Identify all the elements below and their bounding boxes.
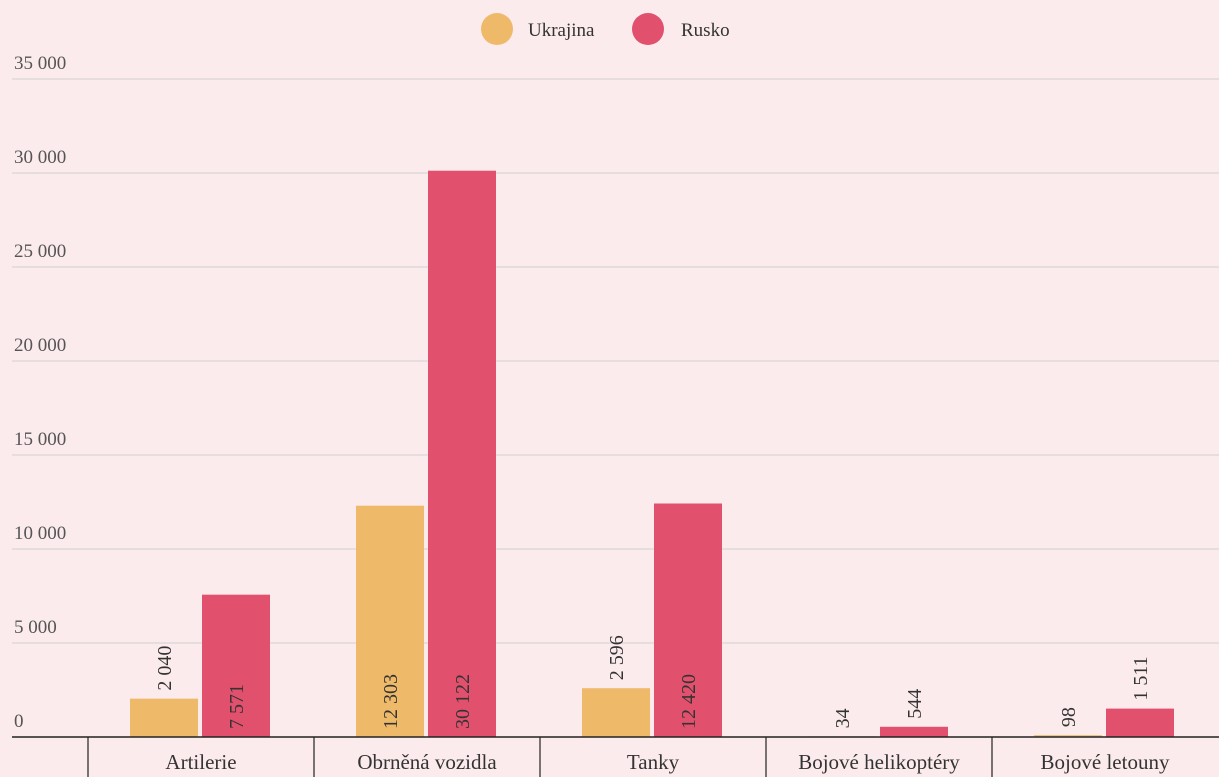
data-label: 544 bbox=[904, 689, 926, 719]
category-label: Obrněná vozidla bbox=[357, 750, 497, 774]
data-label: 98 bbox=[1058, 707, 1080, 727]
data-label: 12 420 bbox=[678, 674, 700, 729]
y-tick-label: 5 000 bbox=[14, 617, 57, 638]
bar-ukrajina-2 bbox=[582, 688, 650, 737]
y-tick-label: 15 000 bbox=[14, 429, 66, 450]
bar-rusko-4 bbox=[1106, 708, 1174, 737]
y-axis-tick-labels: 0 5 000 10 000 15 000 20 000 25 000 30 000 35 0… bbox=[14, 53, 66, 732]
data-label: 2 040 bbox=[154, 646, 176, 691]
legend-label-ukrajina: Ukrajina bbox=[528, 20, 595, 41]
bar-ukrajina-0 bbox=[130, 698, 198, 737]
category-labels: Artilerie Obrněná vozidla Tanky Bojové heli… bbox=[165, 750, 1170, 774]
y-tick-label: 30 000 bbox=[14, 147, 66, 168]
bar-ukrajina-1 bbox=[356, 505, 424, 737]
y-tick-label: 20 000 bbox=[14, 335, 66, 356]
category-label: Tanky bbox=[627, 750, 680, 774]
y-tick-label: 10 000 bbox=[14, 523, 66, 544]
x-axis bbox=[12, 736, 1219, 777]
data-label: 30 122 bbox=[452, 674, 474, 729]
data-label: 1 511 bbox=[1130, 656, 1152, 700]
data-label: 34 bbox=[832, 708, 854, 728]
bars bbox=[130, 170, 1174, 738]
y-tick-label: 25 000 bbox=[14, 241, 66, 262]
y-tick-label: 0 bbox=[14, 711, 24, 732]
grid-lines bbox=[12, 78, 1219, 644]
legend: Ukrajina Rusko bbox=[481, 13, 730, 45]
y-tick-label: 35 000 bbox=[14, 53, 66, 74]
legend-swatch-ukrajina bbox=[481, 13, 513, 45]
bar-rusko-2 bbox=[654, 503, 722, 737]
data-label: 12 303 bbox=[380, 674, 402, 729]
bar-rusko-3 bbox=[880, 726, 948, 737]
category-label: Bojové helikoptéry bbox=[798, 750, 960, 774]
bar-rusko-1 bbox=[428, 170, 496, 737]
bar-rusko-0 bbox=[202, 594, 270, 737]
category-label: Artilerie bbox=[165, 750, 236, 774]
data-label: 2 596 bbox=[606, 635, 628, 680]
data-labels: 2 040 7 571 12 303 30 122 2 596 12 420 34 544 98… bbox=[154, 635, 1152, 729]
category-label: Bojové letouny bbox=[1041, 750, 1170, 774]
legend-swatch-rusko bbox=[632, 13, 664, 45]
data-label: 7 571 bbox=[226, 684, 248, 729]
bar-ukrajina-4 bbox=[1034, 735, 1102, 737]
legend-label-rusko: Rusko bbox=[681, 20, 730, 41]
